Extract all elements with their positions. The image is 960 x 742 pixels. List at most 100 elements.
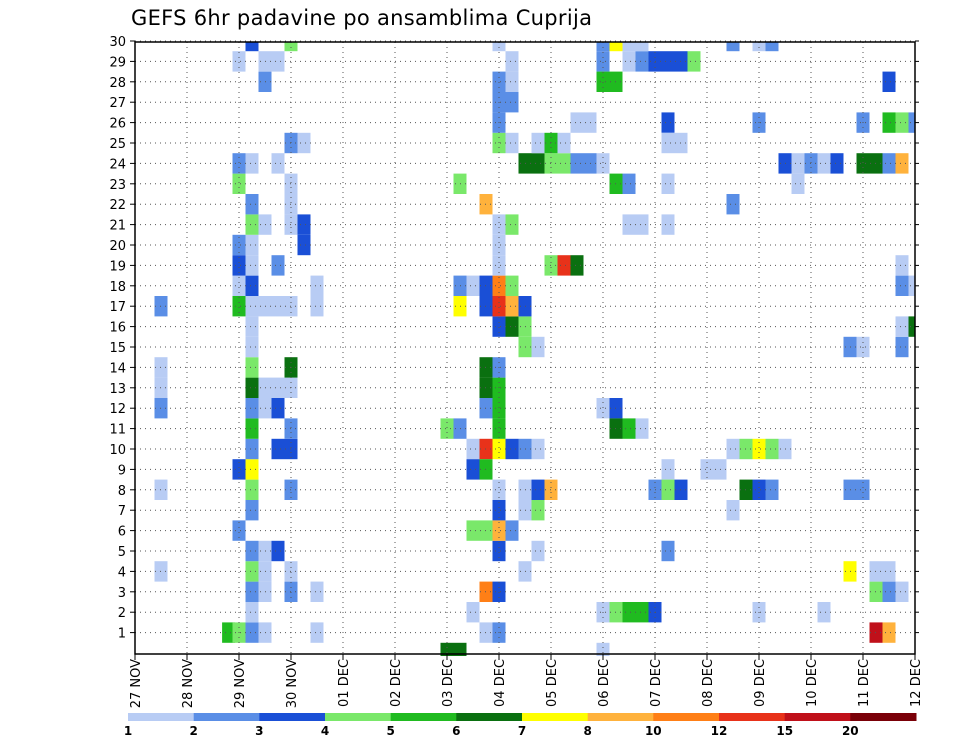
heatmap-cell (453, 642, 467, 656)
legend-label: 8 (584, 724, 592, 738)
heatmap-cell (271, 255, 285, 276)
legend-swatch (325, 713, 392, 721)
y-tick-label: 28 (109, 76, 126, 91)
heatmap-cell (297, 132, 311, 154)
heatmap-cell (492, 42, 506, 52)
heatmap-cell (570, 112, 584, 133)
heatmap-cell (531, 540, 545, 562)
color-legend: 1 2 3 4 5 6 7 8 10 12 15 20 (124, 713, 917, 738)
heatmap-cell (596, 398, 610, 419)
heatmap-cell (856, 479, 870, 500)
heatmap-cell (232, 275, 246, 296)
heatmap-cell (817, 153, 831, 174)
heatmap-cell (531, 336, 545, 358)
legend-label: 15 (776, 724, 793, 738)
heatmap-cell (466, 520, 480, 541)
heatmap-cell (765, 42, 779, 52)
heatmap-cell (908, 112, 915, 133)
y-tick-label: 3 (118, 586, 126, 601)
legend-label: 20 (842, 724, 859, 738)
x-tick-label: 28 NOV (181, 659, 196, 708)
heatmap-cell (882, 622, 896, 643)
legend-label: 5 (387, 724, 395, 738)
legend-label: 3 (255, 724, 263, 738)
heatmap-cell (765, 438, 779, 460)
x-tick-label: 11 DEC (857, 659, 872, 707)
grid-lines (135, 40, 915, 654)
y-tick-label: 30 (109, 35, 126, 50)
heatmap-cell (232, 296, 246, 317)
heatmap-cell (687, 51, 701, 72)
heatmap-cell (245, 500, 259, 521)
legend-swatch (653, 713, 720, 721)
heatmap-cell (492, 520, 506, 541)
heatmap-cell (895, 336, 909, 358)
heatmap-cell (622, 173, 636, 194)
heatmap-cell (895, 581, 909, 602)
heatmap-cell (245, 214, 259, 235)
heatmap-cell (245, 479, 259, 500)
heatmap-cell (791, 173, 805, 194)
heatmap-cell (232, 234, 246, 256)
heatmap-cell (466, 602, 480, 623)
heatmap-cell (609, 42, 623, 52)
heatmap-cell (505, 438, 519, 460)
heatmap-cells (154, 42, 915, 656)
heatmap-cell (531, 153, 545, 174)
heatmap-cell (492, 214, 506, 235)
y-tick-label: 6 (118, 525, 126, 540)
heatmap-cell (245, 377, 259, 398)
heatmap-cell (492, 581, 506, 602)
y-tick-label: 8 (118, 484, 126, 499)
legend-swatch (259, 713, 326, 721)
y-tick-label: 16 (109, 321, 126, 336)
y-axis: 1234567891011121314151617181920212223242… (109, 35, 919, 642)
heatmap-cell (908, 316, 915, 337)
heatmap-cell (297, 234, 311, 256)
heatmap-cell (752, 479, 766, 500)
heatmap-cell (271, 153, 285, 174)
heatmap-cell (882, 153, 896, 174)
heatmap-cell (726, 500, 740, 521)
heatmap-cell (570, 255, 584, 276)
plot-frame (134, 41, 916, 655)
y-tick-label: 1 (118, 627, 126, 642)
heatmap-cell (505, 316, 519, 337)
x-tick-label: 30 NOV (285, 659, 300, 708)
heatmap-cell (245, 357, 259, 378)
heatmap-cell (765, 479, 779, 500)
heatmap-cell (245, 418, 259, 439)
heatmap-cell (622, 42, 636, 52)
heatmap-cell (661, 479, 675, 500)
legend-label: 12 (711, 724, 728, 738)
heatmap-cell (245, 153, 259, 174)
heatmap-cell (222, 622, 236, 643)
heatmap-cell (232, 459, 246, 480)
heatmap-cell (245, 275, 259, 296)
y-tick-label: 11 (109, 423, 126, 438)
heatmap-cell (492, 275, 506, 296)
x-axis: 27 NOV 28 NOV 29 NOV 30 NOV 01 DEC 02 DEC 03 D… (129, 654, 924, 708)
heatmap-cell (661, 51, 675, 72)
heatmap-cell (466, 438, 480, 460)
heatmap-cell (245, 540, 259, 562)
heatmap-cell (492, 479, 506, 500)
legend-swatch (522, 713, 589, 721)
y-tick-label: 2 (118, 606, 126, 621)
heatmap-cell (245, 194, 259, 215)
heatmap-cell (492, 438, 506, 460)
heatmap-cell (635, 602, 649, 623)
heatmap-cell (752, 438, 766, 460)
heatmap-cell (622, 602, 636, 623)
heatmap-cell (635, 418, 649, 439)
y-tick-label: 15 (109, 341, 126, 356)
heatmap-cell (531, 132, 545, 154)
x-tick-label: 07 DEC (649, 659, 664, 707)
legend-label: 1 (124, 724, 132, 738)
heatmap-cell (232, 520, 246, 541)
heatmap-cell (297, 214, 311, 235)
heatmap-cell (726, 42, 740, 52)
heatmap-cell (245, 561, 259, 582)
legend-swatch (193, 713, 260, 721)
heatmap-cell (232, 153, 246, 174)
